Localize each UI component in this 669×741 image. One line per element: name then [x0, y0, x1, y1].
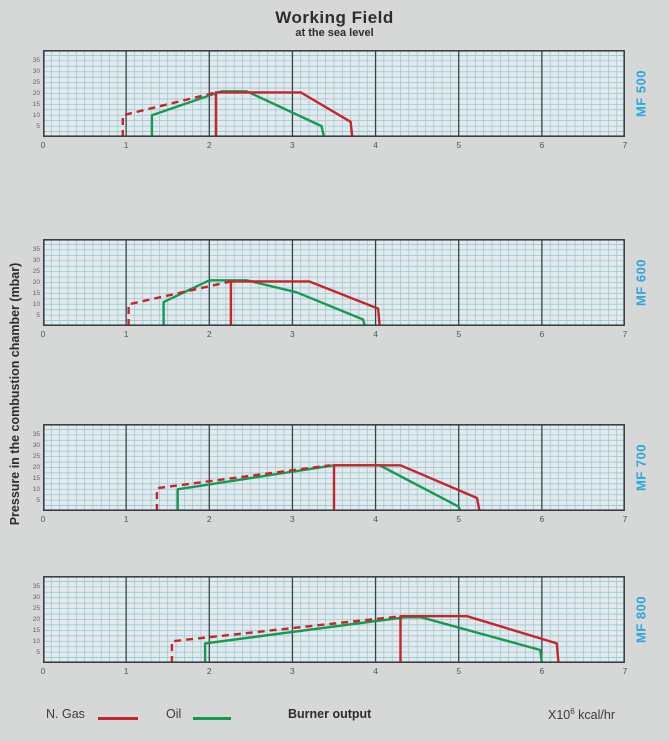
y-tick-label: 10 [32, 111, 40, 119]
x-tick-label: 6 [539, 666, 545, 676]
chart-row-mf-800: MF 800 5 10 15 20 25 30 35 0 1 2 3 4 5 6 7 [0, 576, 669, 684]
y-tick-label: 15 [32, 289, 40, 297]
x-tick-label: 7 [622, 666, 628, 676]
x-tick-label: 1 [123, 514, 129, 524]
legend-oil-label: Oil [166, 707, 182, 721]
y-tick-label: 25 [32, 605, 40, 613]
x-tick-label: 0 [40, 329, 46, 339]
model-label-mf-500: MF 500 [633, 69, 649, 118]
x-tick-label: 2 [206, 329, 212, 339]
x-tick-label: 4 [373, 666, 378, 676]
plot-mf-800 [43, 576, 625, 663]
legend-gas-swatch [98, 717, 138, 720]
y-tick-label: 25 [32, 453, 40, 461]
x-tick-label: 3 [290, 329, 295, 339]
y-tick-label: 30 [32, 68, 40, 76]
y-tick-label: 20 [32, 279, 40, 286]
y-tick-label: 15 [32, 626, 40, 634]
page-subtitle: at the sea level [295, 27, 374, 39]
x-tick-label: 2 [206, 514, 212, 524]
y-tick-label: 10 [32, 300, 40, 308]
units-label: X106 kcal/hr [548, 707, 615, 723]
y-tick-label: 30 [32, 442, 40, 450]
x-tick-label: 5 [456, 666, 462, 676]
page-title: Working Field [275, 8, 394, 27]
plot-mf-500 [43, 50, 625, 137]
x-tick-label: 0 [40, 666, 46, 676]
x-tick-label: 4 [373, 514, 378, 524]
x-tick-label: 7 [622, 514, 628, 524]
x-tick-label: 7 [622, 329, 628, 339]
burner-output-label: Burner output [288, 707, 372, 721]
y-tick-label: 5 [36, 648, 40, 656]
y-tick-label: 30 [32, 594, 40, 602]
x-tick-label: 5 [456, 514, 462, 524]
legend-oil-swatch [193, 717, 231, 720]
x-tick-label: 6 [539, 329, 545, 339]
x-tick-label: 0 [40, 140, 46, 150]
y-tick-label: 35 [32, 57, 40, 65]
plot-mf-600 [43, 239, 625, 326]
y-tick-label: 35 [32, 583, 40, 591]
model-label-mf-600: MF 600 [633, 258, 649, 307]
x-tick-label: 1 [123, 329, 129, 339]
x-tick-label: 0 [40, 514, 46, 524]
chart-row-mf-700: MF 700 5 10 15 20 25 30 35 0 1 2 3 4 5 6 7 [0, 424, 669, 532]
chart-row-mf-600: MF 600 5 10 15 20 25 30 35 0 1 2 3 4 5 6 7 [0, 239, 669, 347]
y-tick-label: 15 [32, 474, 40, 482]
y-tick-label: 25 [32, 268, 40, 276]
x-tick-label: 5 [456, 140, 462, 150]
model-label-mf-700: MF 700 [633, 443, 649, 492]
model-label-mf-800: MF 800 [633, 595, 649, 644]
y-tick-label: 30 [32, 257, 40, 265]
x-tick-label: 6 [539, 140, 545, 150]
y-tick-label: 10 [32, 637, 40, 645]
x-tick-label: 3 [290, 666, 295, 676]
y-tick-label: 15 [32, 100, 40, 108]
y-tick-label: 5 [36, 122, 40, 130]
x-tick-label: 4 [373, 140, 378, 150]
y-tick-label: 35 [32, 431, 40, 439]
x-tick-label: 7 [622, 140, 628, 150]
x-tick-label: 1 [123, 666, 129, 676]
y-tick-label: 20 [32, 616, 40, 623]
x-tick-label: 1 [123, 140, 129, 150]
chart-row-mf-500: MF 500 5 10 15 20 25 30 35 0 1 2 3 4 5 6 7 [0, 50, 669, 158]
x-tick-label: 6 [539, 514, 545, 524]
y-tick-label: 5 [36, 496, 40, 504]
legend: N. Gas Oil Burner output X106 kcal/hr [0, 703, 669, 733]
x-tick-label: 2 [206, 140, 212, 150]
x-tick-label: 5 [456, 329, 462, 339]
y-tick-label: 25 [32, 79, 40, 87]
y-tick-label: 35 [32, 246, 40, 254]
x-tick-label: 3 [290, 514, 295, 524]
x-tick-label: 4 [373, 329, 378, 339]
y-tick-label: 20 [32, 464, 40, 471]
x-tick-label: 3 [290, 140, 295, 150]
y-tick-label: 20 [32, 90, 40, 97]
legend-gas-label: N. Gas [46, 707, 85, 721]
y-tick-label: 10 [32, 485, 40, 493]
y-tick-label: 5 [36, 311, 40, 319]
plot-mf-700 [43, 424, 625, 511]
x-tick-label: 2 [206, 666, 212, 676]
